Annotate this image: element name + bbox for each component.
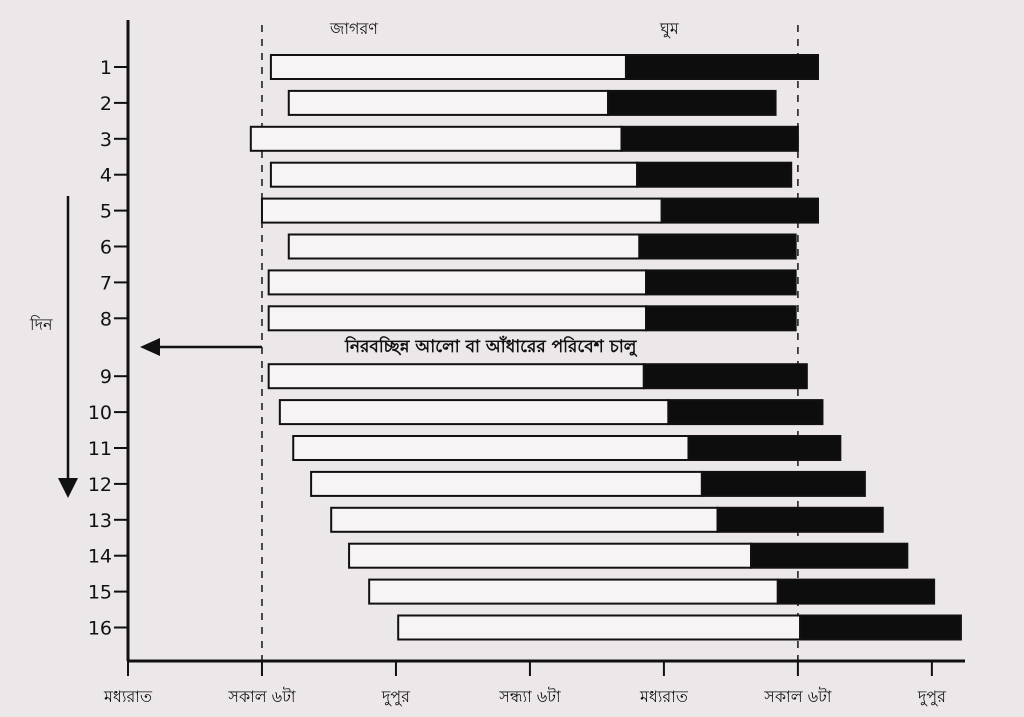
day-label-4: 4 bbox=[100, 165, 112, 187]
day-label-12: 12 bbox=[88, 474, 112, 496]
awake-bar-day-5 bbox=[260, 197, 663, 224]
sleep-bar-day-15 bbox=[776, 578, 936, 605]
sleep-bar-day-1 bbox=[624, 54, 819, 80]
x-tick-label-2: সকাল ৬টা bbox=[227, 687, 296, 706]
bars bbox=[249, 54, 962, 641]
x-tick-label-5: মধ্যরাত bbox=[639, 687, 689, 706]
awake-bar-day-4 bbox=[269, 161, 639, 188]
sleep-bar-day-3 bbox=[620, 125, 799, 152]
day-label-16: 16 bbox=[88, 618, 112, 640]
y-axis-label: দিন bbox=[29, 315, 53, 334]
x-tick-label-7: দুপুর bbox=[917, 687, 947, 706]
day-label-2: 2 bbox=[100, 93, 112, 115]
day-label-10: 10 bbox=[88, 402, 112, 424]
awake-bar-day-3 bbox=[249, 125, 623, 152]
day-label-15: 15 bbox=[88, 582, 112, 604]
x-tick-label-4: সন্ধ্যা ৬টা bbox=[498, 687, 561, 706]
sleep-bar-day-4 bbox=[636, 161, 793, 188]
awake-bar-day-1 bbox=[269, 54, 627, 80]
x-ticks: মধ্যরাত সকাল ৬টা দুপুর সন্ধ্যা ৬টা মধ্যরাত সক… bbox=[103, 661, 947, 706]
day-label-9: 9 bbox=[100, 366, 112, 388]
awake-bar-day-13 bbox=[330, 506, 719, 533]
sleep-bar-day-7 bbox=[645, 269, 797, 296]
sleep-bar-day-9 bbox=[642, 363, 808, 390]
awake-bar-day-8 bbox=[267, 305, 648, 332]
day-label-5: 5 bbox=[100, 201, 112, 223]
day-label-8: 8 bbox=[100, 308, 112, 330]
x-tick-label-6: সকাল ৬টা bbox=[763, 687, 832, 706]
annotation-text: নিরবচ্ছিন্ন আলো বা আঁধারের পরিবেশ চালু bbox=[344, 335, 638, 357]
day-label-14: 14 bbox=[88, 546, 112, 568]
day-label-6: 6 bbox=[100, 237, 112, 259]
day-label-11: 11 bbox=[88, 438, 112, 460]
sleep-bar-day-14 bbox=[750, 542, 909, 569]
sleep-bar-day-6 bbox=[638, 233, 797, 260]
awake-bar-day-15 bbox=[368, 578, 779, 605]
sleep-bar-day-2 bbox=[607, 89, 777, 116]
down-arrow bbox=[58, 196, 78, 498]
day-label-13: 13 bbox=[88, 510, 112, 532]
day-label-3: 3 bbox=[100, 129, 112, 151]
legend-sleep-label: ঘুম bbox=[659, 19, 680, 38]
awake-bar-day-9 bbox=[267, 363, 645, 390]
awake-bar-day-12 bbox=[310, 470, 703, 497]
awake-bar-day-11 bbox=[292, 435, 690, 461]
day-label-1: 1 bbox=[100, 57, 112, 79]
sleep-bar-day-16 bbox=[799, 614, 962, 641]
sleep-bar-day-8 bbox=[645, 305, 797, 332]
x-tick-label-1: মধ্যরাত bbox=[103, 687, 153, 706]
awake-bar-day-14 bbox=[348, 542, 753, 569]
awake-bar-day-6 bbox=[287, 233, 641, 260]
sleep-bar-day-5 bbox=[660, 197, 819, 224]
sleep-bar-day-11 bbox=[687, 435, 842, 461]
day-label-7: 7 bbox=[100, 272, 112, 294]
axes bbox=[126, 20, 965, 663]
sleep-bar-day-13 bbox=[716, 506, 884, 533]
legend-awake-label: জাগরণ bbox=[329, 19, 378, 38]
left-arrow bbox=[140, 338, 262, 356]
x-tick-label-3: দুপুর bbox=[381, 687, 411, 706]
awake-bar-day-10 bbox=[278, 399, 670, 426]
awake-bar-day-7 bbox=[267, 269, 648, 296]
sleep-bar-day-10 bbox=[667, 399, 824, 426]
awake-bar-day-2 bbox=[287, 89, 610, 116]
sleep-bar-day-12 bbox=[700, 470, 866, 497]
awake-bar-day-16 bbox=[397, 614, 802, 641]
